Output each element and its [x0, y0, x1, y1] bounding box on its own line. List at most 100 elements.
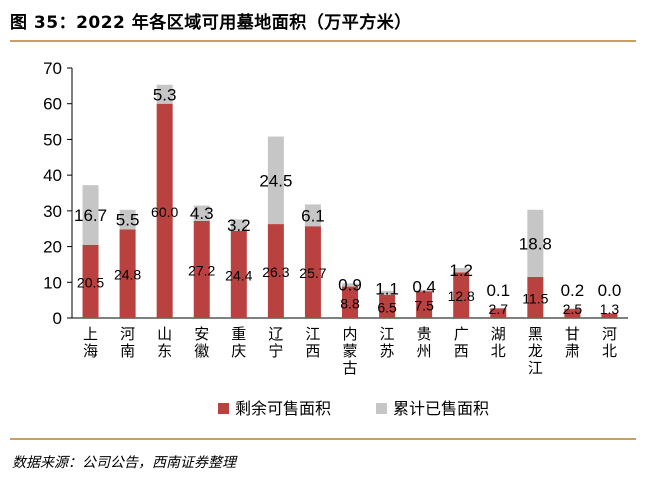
bar-sold: [156, 84, 173, 104]
bar-remaining: [453, 272, 470, 318]
data-label-sold: 1.1: [375, 279, 399, 298]
bar-sold: [416, 289, 433, 292]
bar-remaining: [416, 291, 433, 318]
x-tick-label-char: 安: [194, 326, 209, 343]
y-tick-label: 20: [43, 238, 62, 257]
x-tick-label-char: 苏: [380, 343, 395, 360]
x-tick-label-char: 徽: [194, 343, 209, 360]
data-label-remaining: 11.5: [522, 290, 548, 306]
data-label-remaining: 2.5: [563, 301, 583, 317]
data-label-remaining: 12.8: [448, 288, 475, 304]
x-tick-label-char: 江: [380, 326, 395, 343]
x-tick-label-char: 南: [120, 343, 135, 360]
bar-sold: [564, 308, 581, 310]
bar-remaining: [82, 244, 99, 318]
figure-title: 图 35：2022 年各区域可用墓地面积（万平方米）: [10, 13, 412, 33]
x-tick-label-char: 上: [83, 326, 98, 343]
data-label-remaining: 24.8: [114, 267, 141, 283]
bar-remaining: [156, 103, 173, 318]
bar-sold: [342, 283, 358, 287]
source-note: 数据来源：公司公告，西南证券整理: [12, 455, 236, 471]
data-label-sold: 3.2: [227, 216, 251, 235]
y-tick-label: 10: [43, 273, 62, 292]
y-tick-label: 30: [43, 202, 62, 221]
x-tick-label-char: 宁: [268, 343, 283, 360]
x-tick-label-char: 北: [602, 343, 617, 360]
x-tick-label-char: 古: [342, 360, 357, 377]
data-label-sold: 5.3: [153, 85, 177, 104]
data-label-remaining: 1.3: [600, 301, 620, 317]
x-tick-label-char: 黑: [528, 326, 543, 343]
bar-sold: [82, 185, 99, 245]
legend-label: 累计已售面积: [393, 400, 489, 418]
x-tick-label-char: 江: [528, 360, 543, 377]
legend-swatch: [218, 403, 229, 414]
title-rule: [10, 40, 636, 42]
data-label-remaining: 26.3: [262, 264, 289, 280]
x-tick-label-char: 广: [454, 326, 469, 343]
data-label-remaining: 60.0: [151, 204, 178, 220]
data-label-sold: 18.8: [519, 234, 552, 253]
bar-remaining: [490, 308, 507, 318]
bar-sold: [119, 209, 136, 230]
data-label-sold: 5.5: [116, 211, 140, 230]
bar-remaining: [193, 220, 210, 318]
x-tick-label-char: 河: [602, 326, 617, 343]
data-label-remaining: 7.5: [414, 298, 434, 314]
bar-sold: [453, 268, 470, 273]
x-tick-label-char: 贵: [417, 326, 432, 343]
x-tick-label-char: 辽: [268, 326, 283, 343]
data-label-sold: 4.3: [190, 204, 214, 223]
x-tick-label-char: 肃: [565, 343, 580, 360]
x-tick-label-char: 西: [305, 343, 320, 360]
x-tick-label-char: 龙: [528, 343, 543, 360]
bar-sold: [304, 204, 321, 227]
y-tick-label: 40: [43, 166, 62, 185]
x-tick-label-char: 江: [305, 326, 320, 343]
bar-remaining: [527, 276, 544, 318]
data-label-remaining: 8.8: [340, 295, 360, 311]
bar-remaining: [230, 230, 247, 318]
data-label-remaining: 24.4: [225, 267, 252, 283]
bar-remaining: [564, 309, 581, 318]
data-label-sold: 6.1: [301, 206, 325, 225]
data-label-remaining: 27.2: [188, 262, 215, 278]
bar-remaining: [379, 294, 396, 318]
bar-sold: [379, 290, 396, 295]
y-tick-label: 50: [43, 130, 62, 149]
footer-rule: [10, 438, 636, 440]
x-tick-label-char: 河: [120, 326, 135, 343]
y-tick-label: 60: [43, 95, 62, 114]
bar-remaining: [601, 313, 618, 318]
bar-remaining: [304, 226, 321, 318]
bar-remaining: [342, 286, 358, 318]
y-tick-label: 0: [53, 309, 62, 328]
bar-sold: [193, 205, 210, 221]
data-label-sold: 0.4: [412, 278, 436, 297]
data-label-sold: 16.7: [74, 206, 107, 225]
x-tick-label-char: 西: [454, 343, 469, 360]
bar-sold: [527, 209, 544, 277]
bar-remaining: [267, 224, 284, 318]
x-tick-label-char: 东: [157, 343, 172, 360]
legend-swatch: [376, 403, 387, 414]
data-label-remaining: 25.7: [299, 265, 326, 281]
legend-label: 剩余可售面积: [235, 399, 331, 418]
x-tick-label-char: 州: [417, 343, 432, 360]
data-label-remaining: 20.5: [77, 274, 104, 290]
x-tick-label-char: 甘: [565, 326, 580, 343]
data-label-remaining: 2.7: [489, 301, 509, 317]
data-label-sold: 0.0: [598, 281, 622, 300]
data-label-sold: 1.2: [449, 261, 473, 280]
data-label-sold: 24.5: [259, 171, 292, 190]
x-tick-label-char: 海: [83, 343, 98, 360]
x-tick-label-char: 重: [231, 326, 246, 343]
data-label-sold: 0.1: [486, 281, 510, 300]
x-tick-label-char: 北: [491, 343, 506, 360]
data-label-remaining: 6.5: [377, 299, 397, 315]
y-tick-label: 70: [43, 59, 62, 78]
bar-sold: [230, 219, 247, 231]
x-tick-label-char: 蒙: [342, 343, 357, 360]
bar-sold: [267, 136, 284, 225]
